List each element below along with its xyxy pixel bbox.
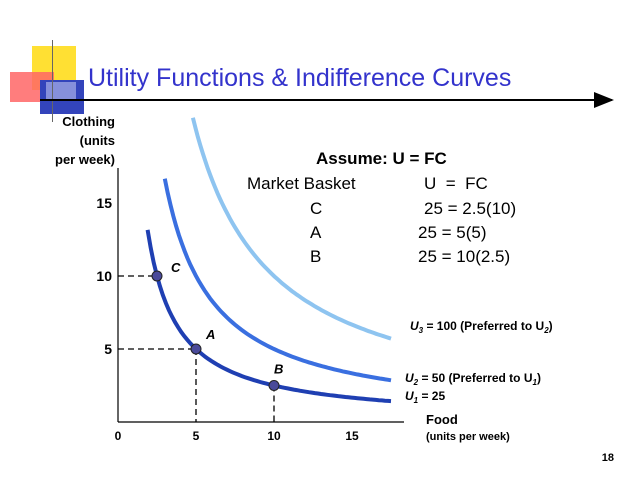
indifference-curve-u3 bbox=[190, 117, 392, 341]
point-a bbox=[190, 343, 202, 355]
deco-square-light bbox=[46, 82, 76, 100]
slide-number: 18 bbox=[601, 452, 614, 464]
y-axis-label-1: Clothing bbox=[62, 114, 115, 129]
indifference-curve-u2 bbox=[162, 178, 392, 383]
y-tick-label: 15 bbox=[96, 195, 112, 211]
deco-vline bbox=[52, 40, 53, 122]
assume-heading: Assume: U = FC bbox=[316, 149, 447, 168]
y-axis-label-2: (units bbox=[80, 133, 115, 148]
assume-row-formula: 25 = 5(5) bbox=[418, 223, 487, 242]
curve-label-u3: U3 = 100 (Preferred to U2) bbox=[410, 319, 553, 335]
x-tick-label: 0 bbox=[115, 429, 122, 443]
assume-col2-header: U = FC bbox=[424, 174, 488, 193]
point-label-b: B bbox=[274, 362, 283, 377]
slide-title: Utility Functions & Indifference Curves bbox=[88, 64, 512, 92]
assume-row-basket: B bbox=[310, 247, 321, 266]
curve-label-u2: U2 = 50 (Preferred to U1) bbox=[405, 371, 541, 387]
assume-row-formula: 25 = 2.5(10) bbox=[424, 199, 516, 218]
x-tick-label: 10 bbox=[267, 429, 281, 443]
curve-label-u1: U1 = 25 bbox=[405, 389, 445, 405]
x-tick-label: 5 bbox=[193, 429, 200, 443]
point-b bbox=[268, 380, 280, 391]
point-label-a: A bbox=[205, 327, 215, 342]
assume-row-formula: 25 = 10(2.5) bbox=[418, 247, 510, 266]
assume-row-basket: A bbox=[310, 223, 322, 242]
point-c bbox=[151, 270, 163, 282]
x-axis-label-2: (units per week) bbox=[426, 431, 510, 443]
y-tick-label: 5 bbox=[104, 341, 112, 357]
point-label-c: C bbox=[171, 260, 181, 275]
y-axis-label-3: per week) bbox=[55, 152, 115, 167]
x-tick-label: 15 bbox=[345, 429, 359, 443]
y-tick-label: 10 bbox=[96, 268, 112, 284]
x-axis-label-1: Food bbox=[426, 412, 458, 427]
assume-col1-header: Market Basket bbox=[247, 174, 356, 193]
assume-row-basket: C bbox=[310, 199, 322, 218]
